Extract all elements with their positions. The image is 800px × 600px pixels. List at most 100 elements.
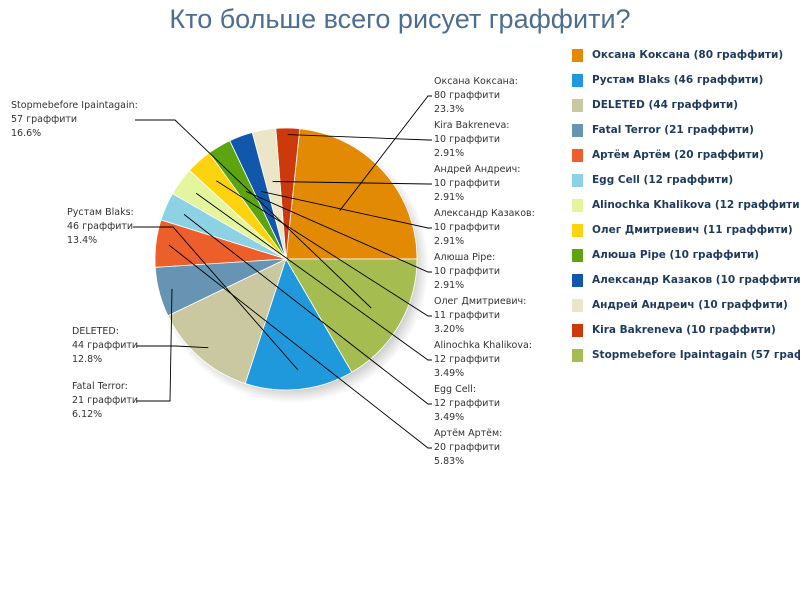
slice-label-name: Оксана Коксана: [434,76,518,87]
legend: Оксана Коксана (80 граффити) Рустам Blaks… [572,49,800,374]
slice-label-4: Алюша Pipe: 10 граффити 2.91% [434,251,500,293]
leader-line-7 [183,214,432,405]
slice-label-value: 10 граффити [434,266,501,277]
slice-label-11: Рустам Blaks: 46 граффити 13.4% [67,206,134,248]
leader-line-10 [136,345,209,349]
legend-label: Артём Артём (20 граффити) [592,149,764,161]
legend-label: Stopmebefore Ipaintagain (57 граффити) [592,349,800,361]
legend-swatch [572,274,583,287]
legend-swatch [572,249,583,262]
slice-label-7: Egg Cell: 12 граффити 3.49% [434,383,500,425]
slice-label-name: Александр Казаков: [434,208,535,219]
leader-line-6 [195,192,432,361]
legend-label: Fatal Terror (21 граффити) [592,124,754,136]
leader-line-4 [245,190,432,273]
leader-line-12 [135,119,372,309]
slice-label-percent: 2.91% [434,280,465,291]
legend-label: Egg Cell (12 граффити) [592,174,734,186]
chart-title: Кто больше всего рисует граффити? [169,4,631,34]
slice-label-percent: 2.91% [434,236,465,247]
slice-label-name: Fatal Terror: [72,381,128,392]
slice-label-value: 21 граффити [72,395,139,406]
legend-label: Alinochka Khalikova (12 граффити) [592,199,800,211]
legend-swatch [572,74,583,87]
legend-label: Александр Казаков (10 граффити) [592,274,800,286]
slice-label-value: 46 граффити [67,221,134,232]
slice-label-6: Alinochka Khalikova: 12 граффити 3.49% [434,339,532,381]
slice-label-3: Александр Казаков: 10 граффити 2.91% [434,207,535,249]
slice-label-name: Stopmebefore Ipaintagain: [11,100,138,111]
legend-label: Андрей Андреич (10 граффити) [592,299,788,311]
legend-item: Stopmebefore Ipaintagain (57 граффити) [572,349,800,374]
slice-label-2: Андрей Андреич: 10 граффити 2.91% [434,163,521,205]
legend-item: Артём Артём (20 граффити) [572,149,800,174]
legend-swatch [572,124,583,137]
legend-swatch [572,199,583,212]
slice-label-value: 80 граффити [434,90,501,101]
legend-swatch [572,174,583,187]
slice-label-name: Алюша Pipe: [434,252,496,263]
slice-label-0: Оксана Коксана: 80 граффити 23.3% [434,75,518,117]
legend-swatch [572,324,583,337]
slice-label-percent: 23.3% [434,104,465,115]
leader-line-3 [261,190,432,229]
leader-line-1 [287,134,432,141]
pie-slice-10 [167,258,287,385]
slice-label-value: 10 граффити [434,178,501,189]
legend-label: Оксана Коксана (80 граффити) [592,49,784,61]
legend-swatch [572,99,583,112]
legend-item: DELETED (44 граффити) [572,99,800,124]
leader-line-2 [272,181,432,185]
slice-label-value: 10 граффити [434,134,501,145]
slice-label-value: 57 граффити [11,114,78,125]
legend-item: Алюша Pipe (10 граффити) [572,249,800,274]
legend-item: Андрей Андреич (10 граффити) [572,299,800,324]
slice-label-percent: 2.91% [434,148,465,159]
slice-label-percent: 5.83% [434,456,465,467]
slice-label-value: 44 граффити [72,340,139,351]
slice-label-value: 20 граффити [434,442,501,453]
legend-item: Александр Казаков (10 граффити) [572,274,800,299]
slice-label-name: Артём Артём: [434,428,503,439]
legend-swatch [572,349,583,362]
slice-label-name: Андрей Андреич: [434,164,521,175]
slice-label-name: Олег Дмитриевич: [434,296,527,307]
legend-item: Олег Дмитриевич (11 граффити) [572,224,800,249]
legend-swatch [572,49,583,62]
slice-label-name: Рустам Blaks: [67,207,134,218]
slice-label-name: DELETED: [72,326,119,337]
slice-label-1: Kira Bakreneva: 10 граффити 2.91% [434,119,510,161]
legend-item: Kira Bakreneva (10 граффити) [572,324,800,349]
leader-line-5 [216,180,432,317]
pie-slice-11 [244,258,353,391]
pie-slice-12 [285,258,418,373]
legend-item: Egg Cell (12 граффити) [572,174,800,199]
slice-label-name: Kira Bakreneva: [434,120,510,131]
slice-label-value: 12 граффити [434,398,501,409]
legend-swatch [572,299,583,312]
legend-item: Оксана Коксана (80 граффити) [572,49,800,74]
slice-label-5: Олег Дмитриевич: 11 граффити 3.20% [434,295,526,337]
slice-label-percent: 6.12% [72,409,103,420]
slice-label-percent: 3.20% [434,324,465,335]
leader-line-9 [136,288,173,402]
legend-swatch [572,224,583,237]
leader-line-8 [168,244,432,449]
slice-label-name: Egg Cell: [434,384,477,395]
slice-label-percent: 13.4% [67,235,98,246]
legend-label: Kira Bakreneva (10 граффити) [592,324,776,336]
legend-item: Рустам Blaks (46 граффити) [572,74,800,99]
legend-item: Alinochka Khalikova (12 граффити) [572,199,800,224]
slice-label-percent: 2.91% [434,192,465,203]
slice-label-value: 12 граффити [434,354,501,365]
slice-label-12: Stopmebefore Ipaintagain: 57 граффити 16.6… [11,99,138,141]
slice-label-percent: 3.49% [434,368,465,379]
legend-label: Рустам Blaks (46 граффити) [592,74,764,86]
legend-label: Алюша Pipe (10 граффити) [592,249,760,261]
legend-label: DELETED (44 граффити) [592,99,739,111]
slice-label-8: Артём Артём: 20 граффити 5.83% [434,427,502,469]
legend-swatch [572,149,583,162]
slice-label-value: 11 граффити [434,310,501,321]
slice-label-value: 10 граффити [434,222,501,233]
